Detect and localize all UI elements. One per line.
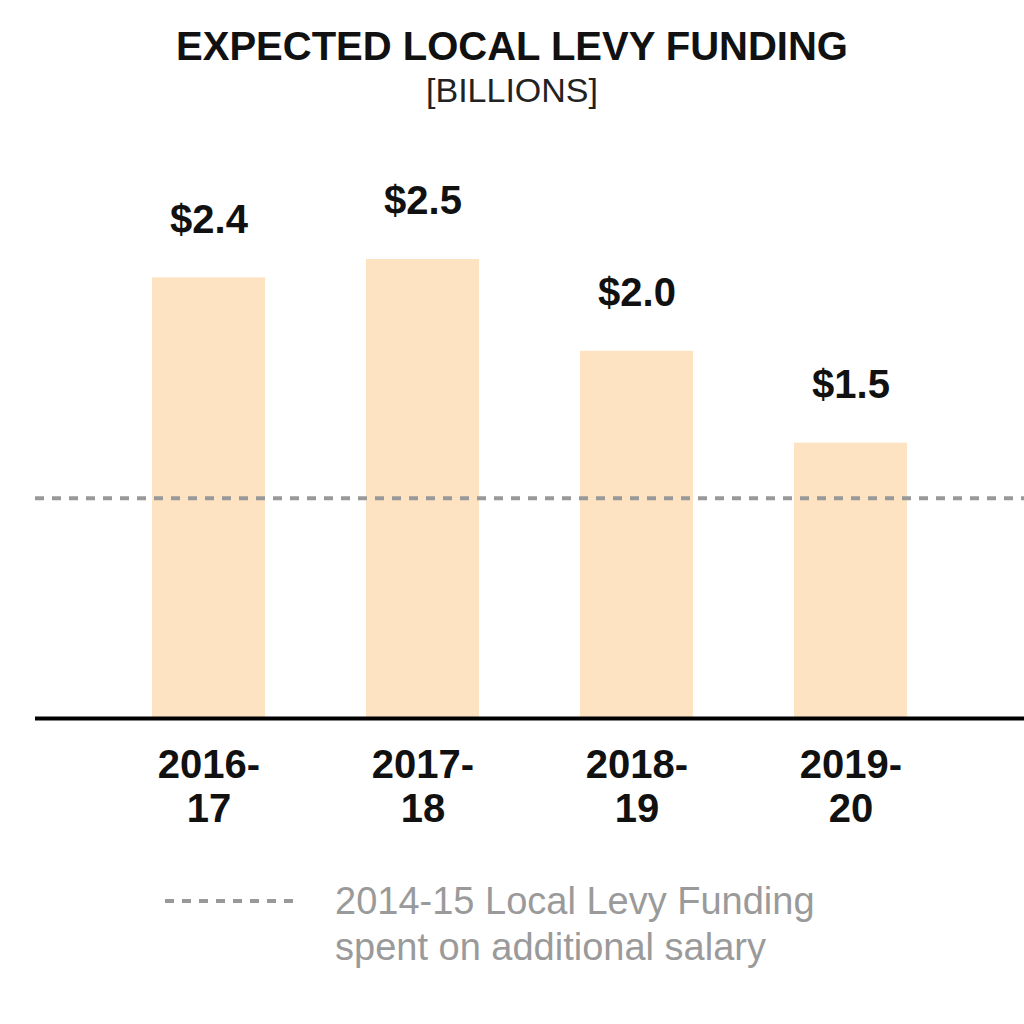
svg-text:2018-19: 2018-19 — [586, 742, 688, 830]
html-text:[BILLIONS]: [BILLIONS] — [426, 71, 598, 109]
svg-text:2017-18: 2017-18 — [372, 742, 474, 830]
svg-text:$2.0: $2.0 — [598, 270, 676, 314]
svg-text:2019-20: 2019-20 — [800, 742, 902, 830]
svg-text:$1.5: $1.5 — [812, 362, 890, 406]
html-text:EXPECTED LOCAL LEVY FUNDING: EXPECTED LOCAL LEVY FUNDING — [176, 24, 848, 68]
html-text:2014-15 Local Levy Funding spe: 2014-15 Local Levy Funding spent on addi… — [335, 880, 815, 968]
svg-text:2016-17: 2016-17 — [158, 742, 260, 830]
svg-text:$2.5: $2.5 — [384, 178, 462, 222]
svg-text:$2.4: $2.4 — [170, 197, 249, 241]
